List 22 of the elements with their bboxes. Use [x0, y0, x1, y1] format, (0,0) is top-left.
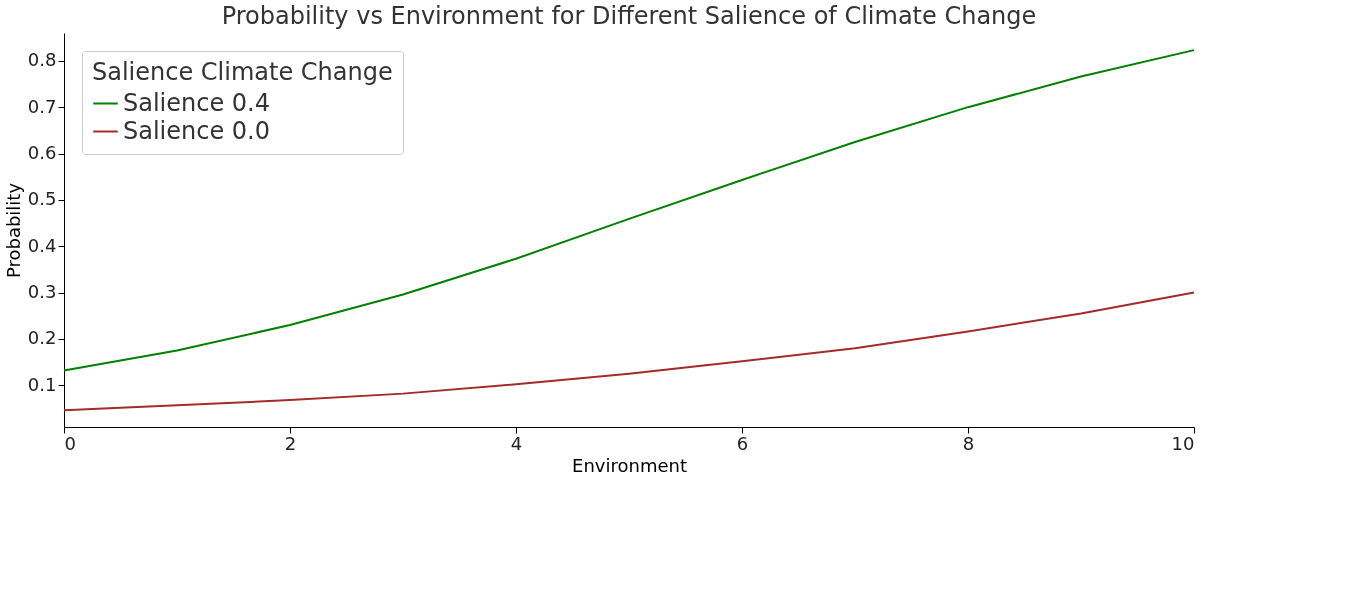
legend-label: Salience 0.4	[123, 88, 271, 117]
x-tick-label: 10	[1171, 432, 1195, 454]
y-tick-label: 0.8	[27, 49, 57, 71]
x-tick-label: 2	[284, 432, 297, 454]
legend-label: Salience 0.0	[123, 116, 271, 145]
line-series	[63, 49, 1195, 372]
y-tick-label: 0.7	[27, 95, 57, 117]
x-axis-title: Environment	[572, 454, 687, 476]
x-tick-label: 6	[736, 432, 749, 454]
legend-title: Salience Climate Change	[92, 58, 393, 86]
x-tick-label: 8	[962, 432, 975, 454]
y-tick-label: 0.4	[27, 234, 57, 256]
y-tick-label: 0.3	[27, 281, 57, 303]
x-tick-label: 4	[510, 432, 523, 454]
chart-title: Probability vs Environment for Different Salience of Climate Change	[221, 2, 1037, 30]
y-tick-label: 0.2	[27, 327, 57, 349]
y-tick-label: 0.6	[27, 142, 57, 164]
y-axis-title: Probability	[2, 182, 24, 279]
x-tick-label: 0	[64, 432, 76, 454]
line-series	[63, 291, 1195, 412]
y-tick-label: 0.5	[27, 188, 57, 210]
y-tick-label: 0.1	[27, 373, 57, 395]
